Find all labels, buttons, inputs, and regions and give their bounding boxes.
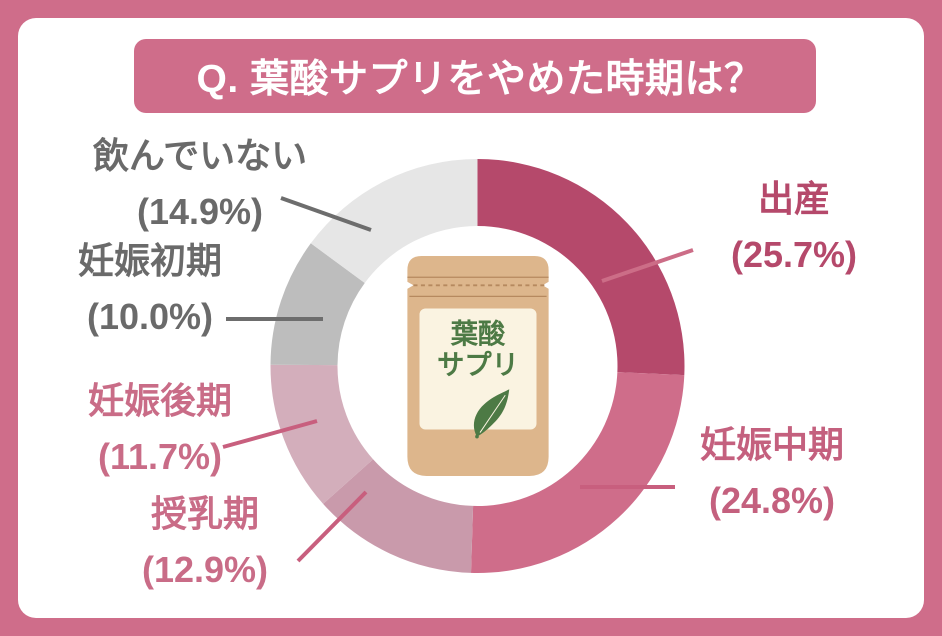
svg-text:サプリ: サプリ <box>437 349 519 380</box>
svg-text:葉酸: 葉酸 <box>450 318 506 349</box>
